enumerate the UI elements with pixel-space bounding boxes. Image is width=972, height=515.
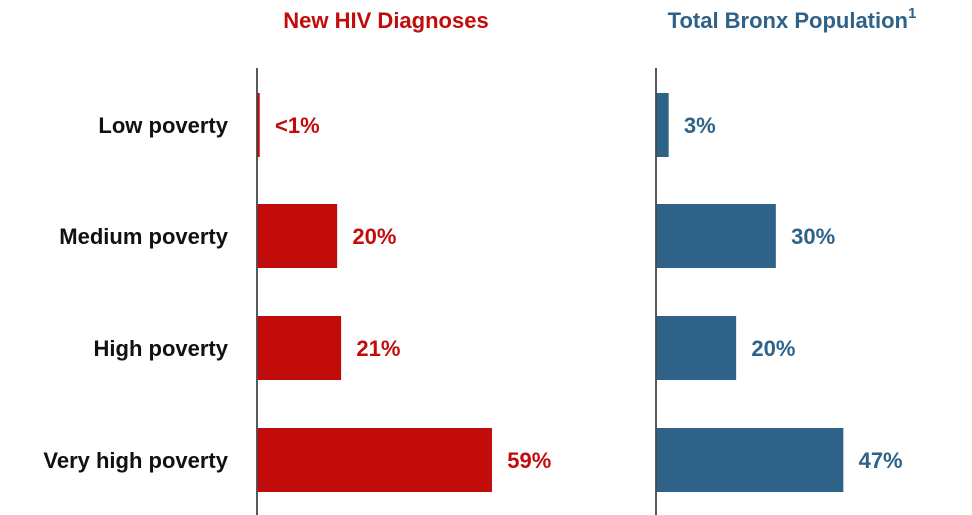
value-label: 30% bbox=[791, 224, 835, 249]
title-superscript: 1 bbox=[908, 5, 916, 22]
bar bbox=[257, 316, 342, 380]
chart-title: Total Bronx Population1 bbox=[668, 5, 917, 33]
value-label: 21% bbox=[356, 336, 400, 361]
bar bbox=[656, 93, 669, 157]
title-text: Total Bronx Population bbox=[668, 8, 908, 33]
value-label: <1% bbox=[275, 113, 320, 138]
title-text: New HIV Diagnoses bbox=[283, 8, 488, 33]
bar bbox=[257, 428, 492, 492]
category-label: High poverty bbox=[94, 336, 229, 361]
category-label: Medium poverty bbox=[59, 224, 228, 249]
value-label: 47% bbox=[859, 448, 903, 473]
bar bbox=[257, 204, 338, 268]
bar bbox=[257, 93, 260, 157]
value-label: 59% bbox=[507, 448, 551, 473]
category-label: Very high poverty bbox=[43, 448, 228, 473]
bar bbox=[656, 428, 844, 492]
bar bbox=[656, 316, 737, 380]
value-label: 3% bbox=[684, 113, 716, 138]
value-label: 20% bbox=[352, 224, 396, 249]
chart-title: New HIV Diagnoses bbox=[283, 8, 488, 33]
value-label: 20% bbox=[751, 336, 795, 361]
category-label: Low poverty bbox=[98, 113, 228, 138]
bar bbox=[656, 204, 776, 268]
